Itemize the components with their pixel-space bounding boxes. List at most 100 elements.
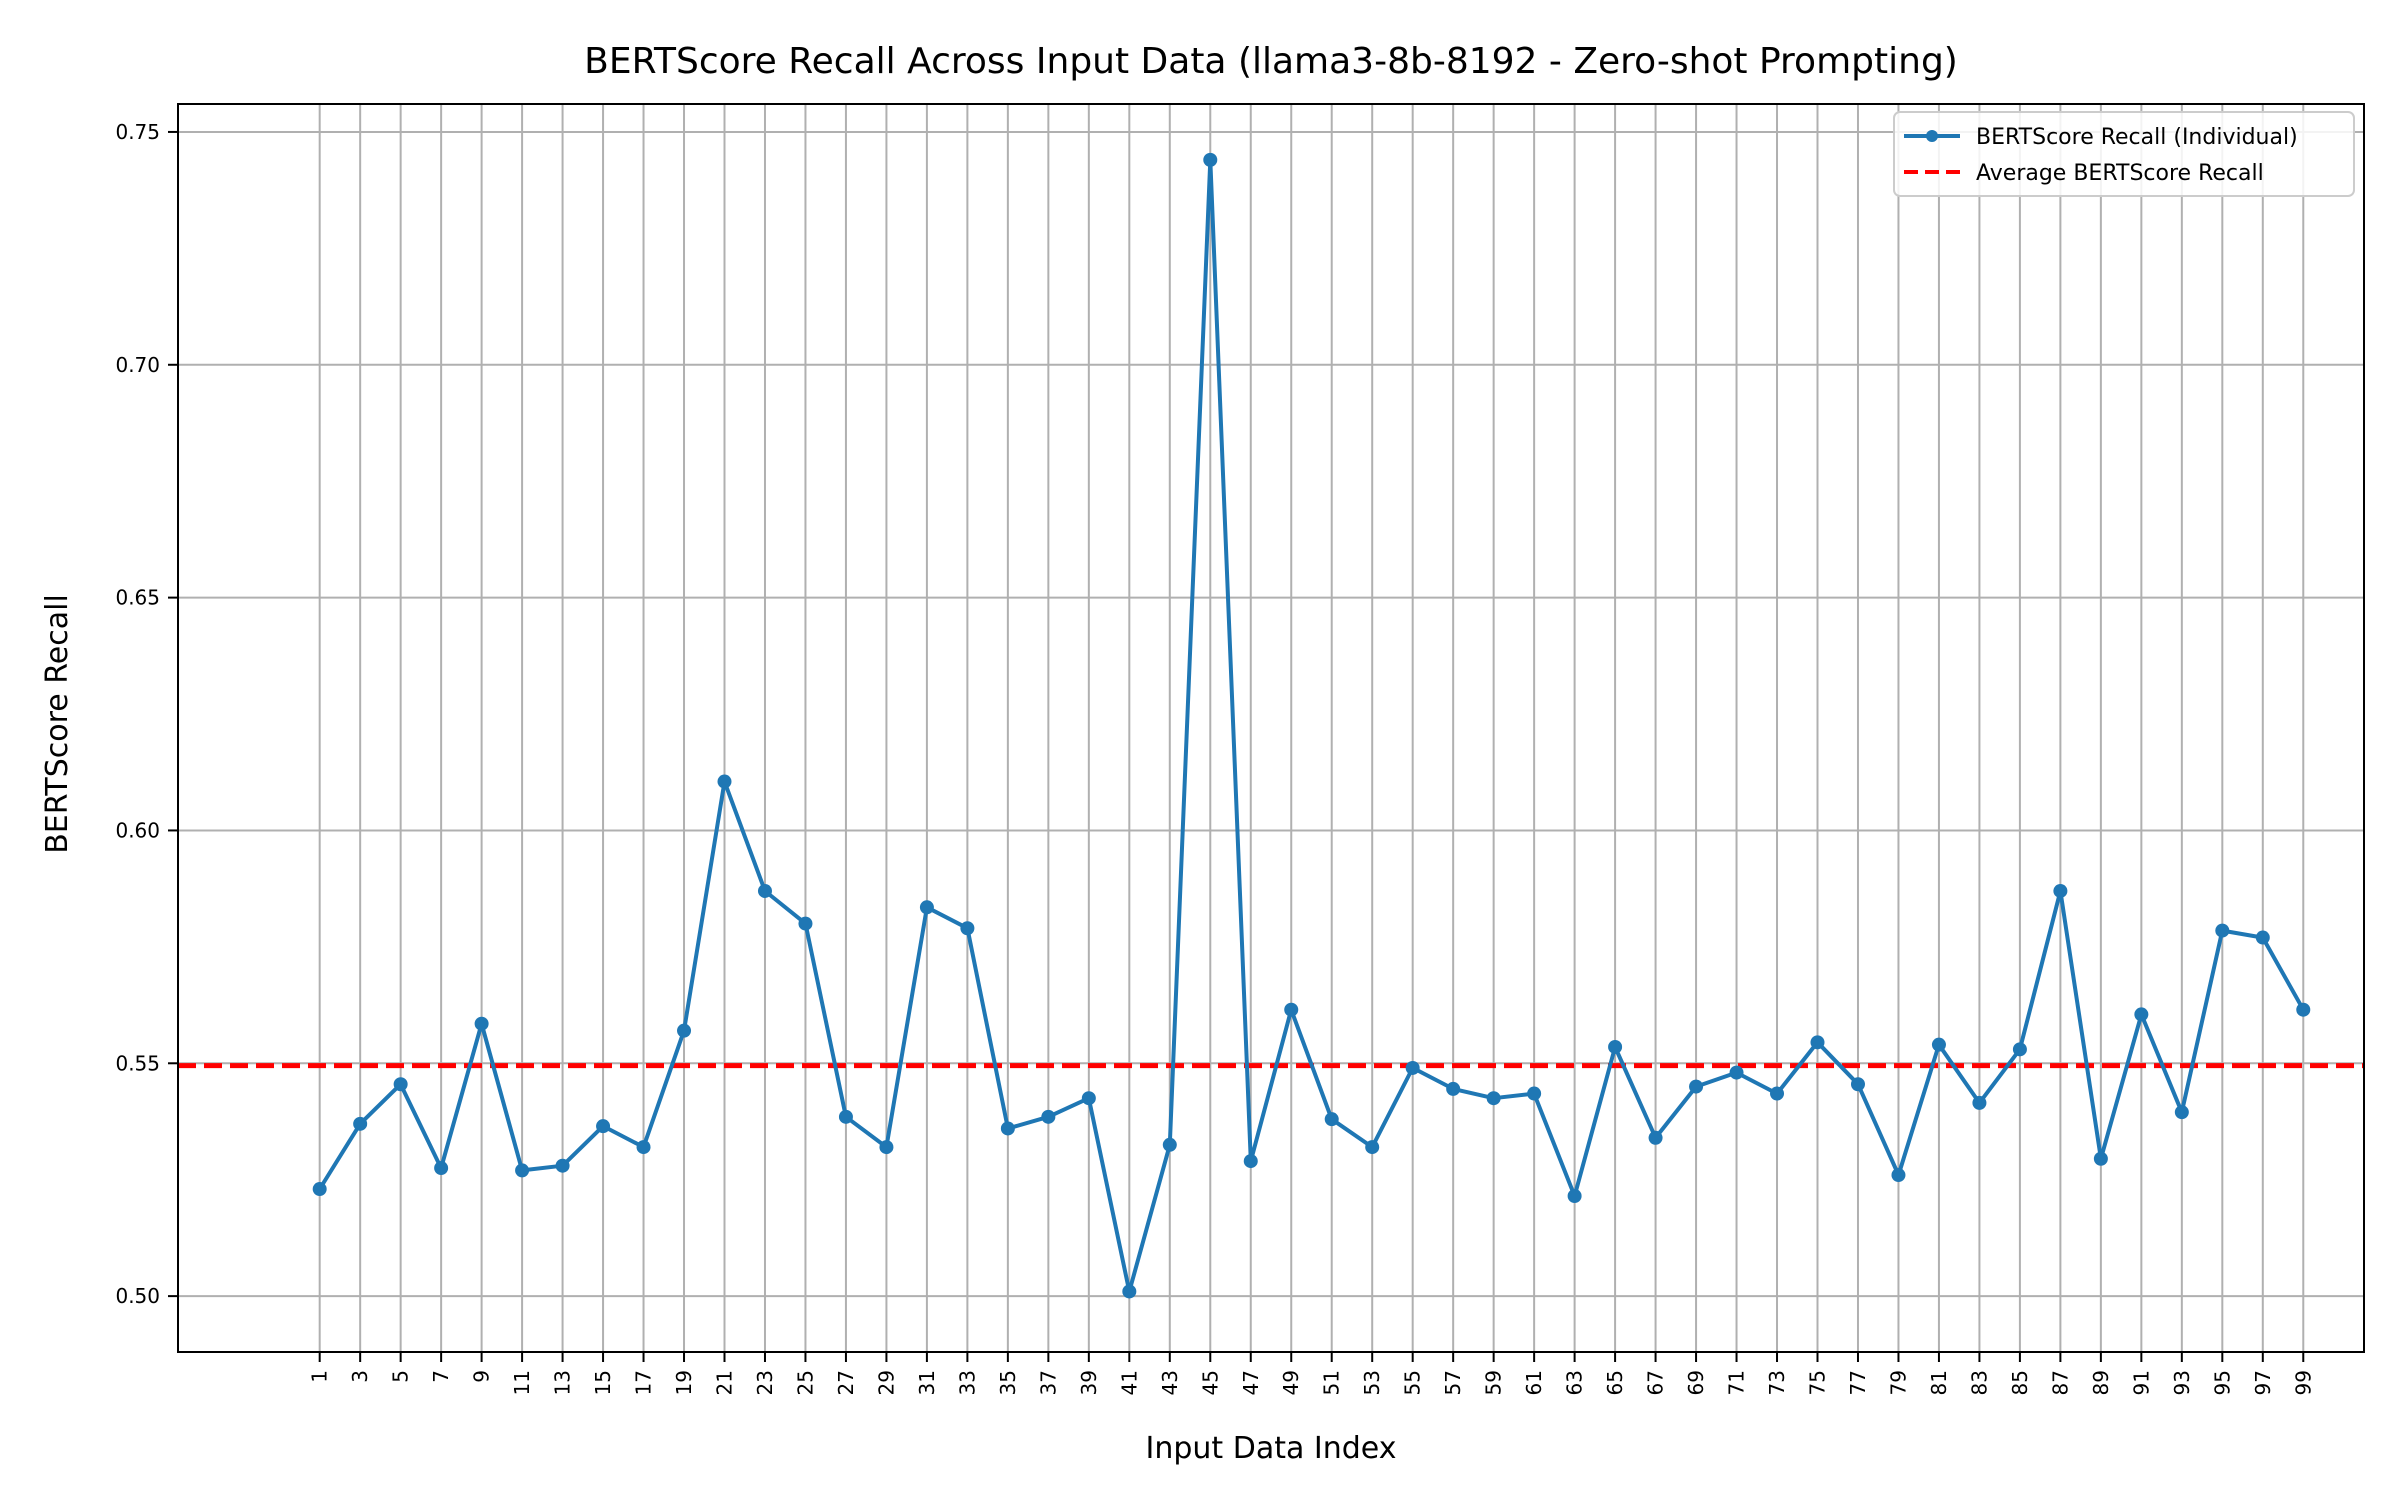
data-point <box>1527 1086 1542 1101</box>
data-point <box>555 1158 570 1173</box>
x-tick-label: 71 <box>1725 1370 1749 1395</box>
x-tick-label: 25 <box>793 1370 817 1395</box>
x-tick-label: 91 <box>2129 1370 2153 1395</box>
plot-frame <box>177 103 2365 1353</box>
data-point <box>312 1182 327 1197</box>
data-point <box>1324 1112 1339 1127</box>
x-tick-label: 81 <box>1927 1370 1951 1395</box>
x-tick-label: 43 <box>1158 1370 1182 1395</box>
legend-box <box>1893 111 2355 197</box>
data-point <box>1810 1035 1825 1050</box>
data-point <box>1081 1091 1096 1106</box>
data-point <box>960 921 975 936</box>
data-point <box>2053 883 2068 898</box>
data-point <box>2134 1007 2149 1022</box>
data-point <box>717 774 732 789</box>
data-point <box>1243 1154 1258 1169</box>
data-point <box>1608 1039 1623 1054</box>
x-tick-label: 85 <box>2008 1370 2032 1395</box>
series-line-individual <box>318 157 2306 1294</box>
y-axis-ticks: 0.50 0.55 0.60 0.65 0.70 0.75 <box>115 120 178 1308</box>
data-point <box>1486 1091 1501 1106</box>
x-tick-label: 3 <box>348 1370 372 1383</box>
data-point <box>2093 1151 2108 1166</box>
y-tick-label: 0.70 <box>115 353 160 377</box>
x-tick-label: 63 <box>1563 1370 1587 1395</box>
x-tick-label: 29 <box>874 1370 898 1395</box>
x-tick-label: 45 <box>1198 1370 1222 1395</box>
data-point <box>1405 1060 1420 1075</box>
legend: BERTScore Recall (Individual) Average BE… <box>1893 111 2355 197</box>
x-tick-label: 75 <box>1806 1370 1830 1395</box>
data-point <box>1850 1077 1865 1092</box>
data-point <box>2174 1105 2189 1120</box>
data-point <box>1122 1284 1137 1299</box>
data-point <box>2012 1042 2027 1057</box>
x-tick-label: 9 <box>470 1370 494 1383</box>
x-tick-label: 87 <box>2048 1370 2072 1395</box>
x-tick-label: 61 <box>1522 1370 1546 1395</box>
data-point <box>879 1140 894 1155</box>
data-point <box>1729 1065 1744 1080</box>
legend-label-average: Average BERTScore Recall <box>1976 161 2264 186</box>
x-tick-label: 37 <box>1036 1370 1060 1395</box>
data-point <box>434 1161 449 1176</box>
x-tick-label: 55 <box>1401 1370 1425 1395</box>
data-point <box>1284 1002 1299 1017</box>
y-tick-label: 0.60 <box>115 818 160 842</box>
legend-label-individual: BERTScore Recall (Individual) <box>1976 125 2298 150</box>
x-tick-label: 83 <box>1967 1370 1991 1395</box>
chart-title: BERTScore Recall Across Input Data (llam… <box>584 41 1958 82</box>
x-tick-label: 59 <box>1482 1370 1506 1395</box>
x-tick-label: 93 <box>2170 1370 2194 1395</box>
x-tick-label: 5 <box>389 1370 413 1383</box>
data-point <box>596 1119 611 1134</box>
x-tick-label: 27 <box>834 1370 858 1395</box>
x-tick-label: 13 <box>551 1370 575 1395</box>
y-tick-label: 0.75 <box>115 120 160 144</box>
series-layer <box>312 152 2311 1299</box>
x-tick-label: 47 <box>1239 1370 1263 1395</box>
x-axis-label: Input Data Index <box>1146 1431 1397 1466</box>
data-point <box>1770 1086 1785 1101</box>
data-point <box>2215 923 2230 938</box>
x-tick-label: 23 <box>753 1370 777 1395</box>
grid <box>178 104 2364 1352</box>
data-point <box>1365 1140 1380 1155</box>
y-tick-label: 0.50 <box>115 1284 160 1308</box>
data-point <box>798 916 813 931</box>
x-tick-label: 95 <box>2210 1370 2234 1395</box>
data-point <box>919 900 934 915</box>
data-point <box>2255 930 2270 945</box>
data-point <box>757 883 772 898</box>
x-tick-label: 57 <box>1441 1370 1465 1395</box>
x-tick-label: 7 <box>429 1370 453 1383</box>
legend-marker-individual <box>1926 130 1938 142</box>
x-axis-ticks: 1 3 5 7 9 11 13 15 17 19 21 23 25 27 29 31 33 35 37 39 41 43 4… <box>308 1352 2315 1395</box>
x-tick-label: 89 <box>2089 1370 2113 1395</box>
x-tick-label: 69 <box>1684 1370 1708 1395</box>
data-point <box>1567 1189 1582 1203</box>
data-point <box>1689 1079 1704 1094</box>
x-tick-label: 77 <box>1846 1370 1870 1395</box>
data-point <box>393 1077 408 1092</box>
data-point <box>515 1163 530 1178</box>
x-tick-label: 73 <box>1765 1370 1789 1395</box>
x-tick-label: 79 <box>1886 1370 1910 1395</box>
y-tick-label: 0.55 <box>115 1051 160 1075</box>
data-point <box>1446 1081 1461 1096</box>
x-tick-label: 11 <box>510 1370 534 1395</box>
x-tick-label: 35 <box>996 1370 1020 1395</box>
data-point <box>1162 1137 1177 1152</box>
data-point <box>2296 1002 2311 1017</box>
x-tick-label: 65 <box>1603 1370 1627 1395</box>
x-tick-label: 99 <box>2291 1370 2315 1395</box>
data-point <box>1972 1095 1987 1110</box>
data-point <box>677 1023 692 1038</box>
x-tick-label: 19 <box>672 1370 696 1395</box>
data-point <box>1203 152 1218 167</box>
x-tick-label: 49 <box>1279 1370 1303 1395</box>
x-tick-label: 97 <box>2251 1370 2275 1395</box>
